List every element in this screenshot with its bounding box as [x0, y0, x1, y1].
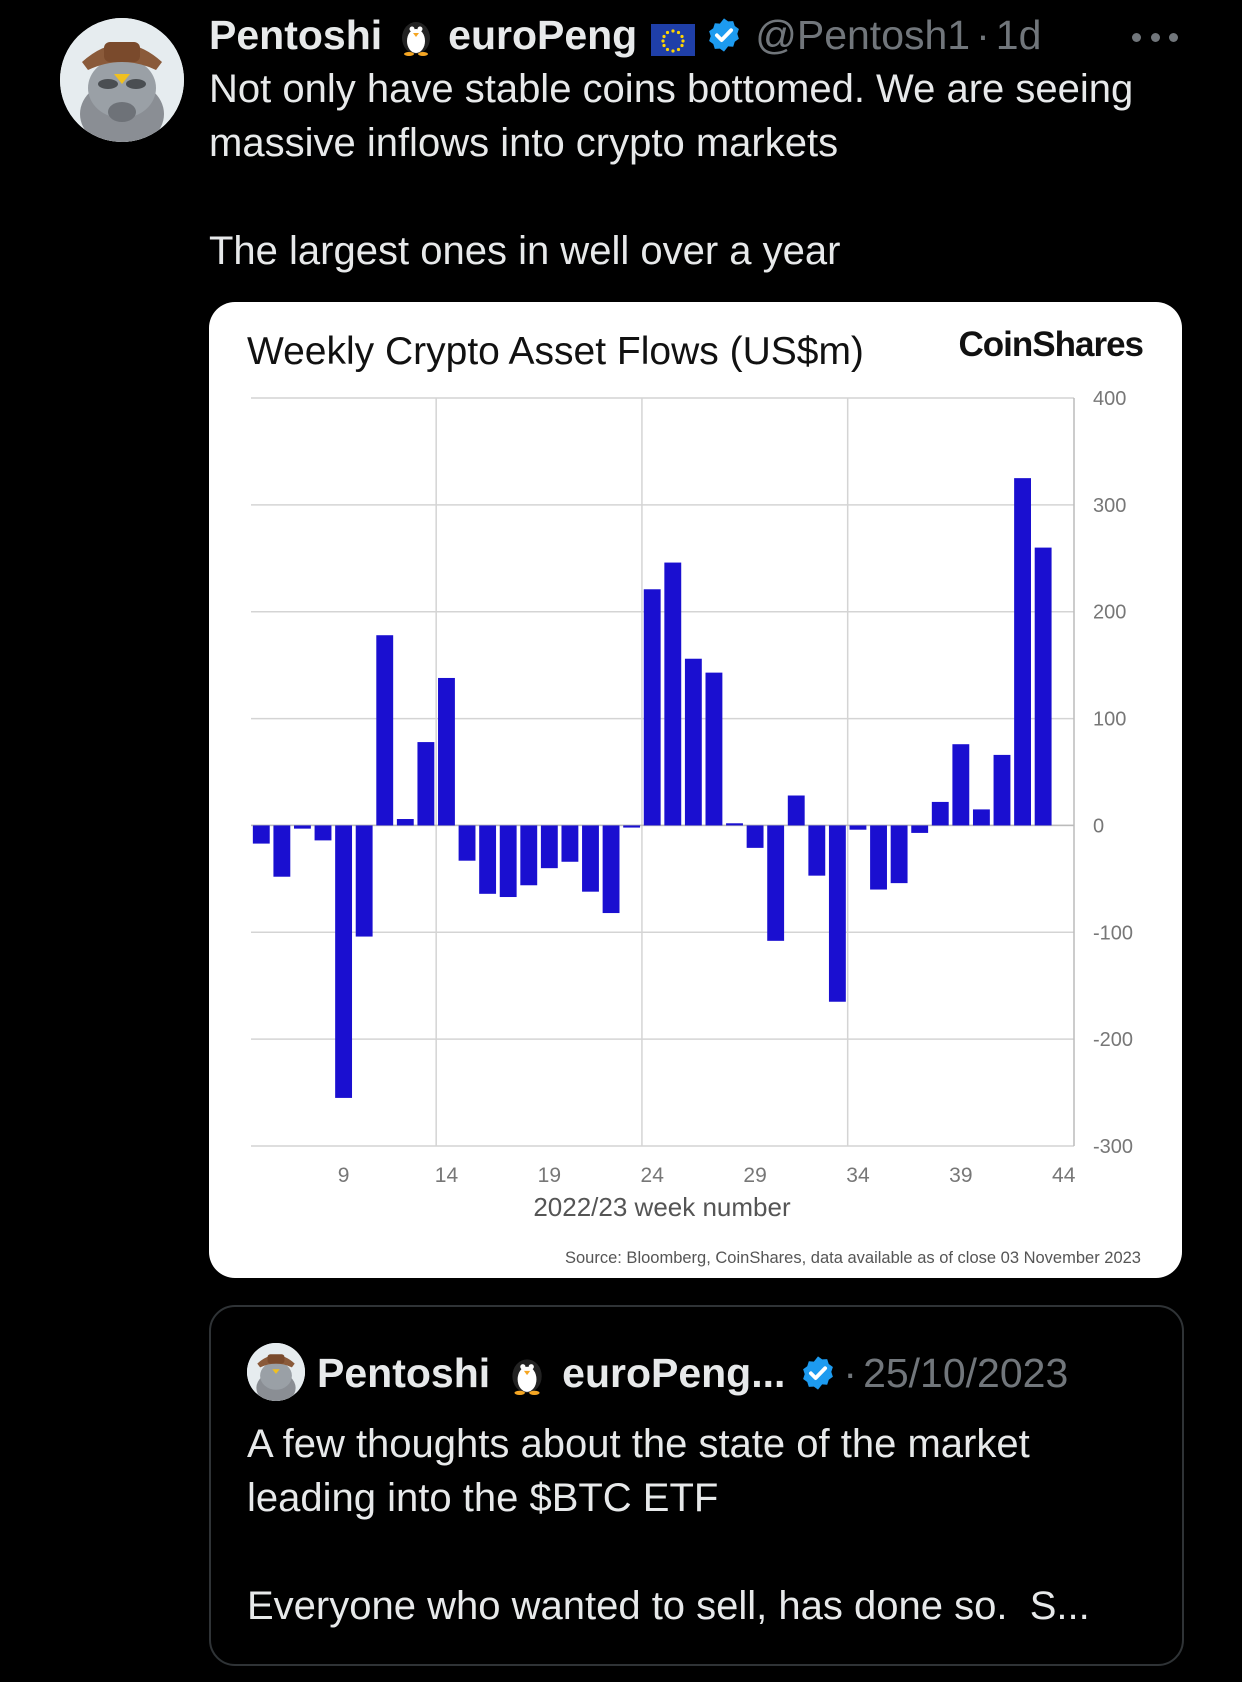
- bar-week-36: [890, 825, 908, 884]
- avatar-image: [60, 18, 184, 142]
- quoted-name-suffix: euroPeng...: [562, 1349, 786, 1396]
- bar-week-17: [499, 825, 517, 898]
- y-tick-label: 100: [1093, 709, 1126, 731]
- y-tick-label: -100: [1093, 922, 1133, 944]
- chart-grid: [251, 397, 1075, 1147]
- bar-week-8: [314, 825, 332, 841]
- bar-week-34: [849, 825, 867, 830]
- bar-week-32: [808, 825, 826, 876]
- y-tick-label: 300: [1093, 495, 1126, 517]
- verified-badge-icon: [799, 1354, 837, 1392]
- bar-week-26: [684, 658, 702, 826]
- bar-week-20: [561, 825, 579, 862]
- x-tick-label: 39: [949, 1164, 972, 1187]
- more-options-icon[interactable]: [1132, 22, 1178, 52]
- y-tick-label: 400: [1093, 388, 1126, 410]
- x-axis-title: 2022/23 week number: [533, 1192, 791, 1222]
- chart-bars: [252, 478, 1052, 1098]
- flows-chart: Weekly Crypto Asset Flows (US$m) CoinSha…: [247, 325, 1145, 1267]
- bar-week-28: [726, 823, 743, 826]
- bar-week-19: [540, 825, 558, 869]
- quoted-separator: ·: [843, 1349, 858, 1396]
- display-name[interactable]: Pentoshi: [209, 11, 383, 58]
- avatar[interactable]: [60, 18, 184, 142]
- x-tick-label: 14: [435, 1164, 459, 1187]
- bar-week-10: [355, 825, 373, 937]
- brand-logo: CoinShares: [959, 325, 1144, 364]
- tweet-header: Pentoshi euroPeng @Pentosh1 · 1d: [209, 10, 1089, 60]
- bar-week-11: [376, 635, 394, 826]
- x-tick-label: 19: [538, 1164, 561, 1187]
- quoted-avatar-image: [247, 1343, 305, 1401]
- penguin-emoji-icon: [504, 1351, 548, 1395]
- bar-week-12: [396, 819, 414, 826]
- name-suffix[interactable]: euroPeng: [448, 11, 638, 58]
- y-tick-label: 200: [1093, 602, 1126, 624]
- bar-week-16: [479, 825, 497, 894]
- bar-week-35: [870, 825, 887, 890]
- eu-flag-icon: [651, 19, 696, 56]
- bar-week-29: [746, 825, 764, 848]
- bar-week-6: [273, 825, 291, 877]
- bar-week-31: [787, 795, 805, 826]
- bar-week-18: [520, 825, 538, 886]
- x-tick-label: 44: [1052, 1164, 1076, 1187]
- bar-week-27: [705, 672, 723, 826]
- tweet-text: Not only have stable coins bottomed. We …: [209, 67, 1134, 273]
- x-tick-label: 9: [338, 1164, 350, 1187]
- bar-week-5: [252, 825, 270, 844]
- separator: ·: [976, 11, 990, 58]
- chart-title: Weekly Crypto Asset Flows (US$m): [247, 330, 864, 373]
- quoted-text: A few thoughts about the state of the ma…: [247, 1422, 1090, 1628]
- bar-week-23: [623, 825, 641, 828]
- bar-week-7: [294, 825, 311, 829]
- x-tick-label: 34: [846, 1164, 870, 1187]
- y-tick-label: -200: [1093, 1029, 1133, 1051]
- bar-week-13: [417, 742, 435, 826]
- quoted-avatar[interactable]: [247, 1343, 305, 1401]
- bar-week-15: [458, 825, 476, 861]
- timestamp[interactable]: 1d: [995, 11, 1042, 58]
- quoted-display-name: Pentoshi: [317, 1349, 491, 1396]
- bar-week-42: [1014, 478, 1031, 826]
- bar-week-30: [767, 825, 785, 941]
- y-tick-label: -300: [1093, 1136, 1133, 1158]
- quoted-header: Pentoshi euroPeng... · 25/10/2023: [317, 1345, 1157, 1401]
- x-axis-labels: 9 14 19 24 29 34 39 44: [338, 1164, 1076, 1187]
- y-axis-labels: 400 300 200 100 0 -100 -200 -300: [1093, 388, 1133, 1158]
- bar-week-40: [972, 809, 990, 826]
- bar-week-41: [993, 754, 1011, 826]
- x-tick-label: 24: [641, 1164, 665, 1187]
- tweet-media-image[interactable]: Weekly Crypto Asset Flows (US$m) CoinSha…: [209, 302, 1182, 1278]
- quoted-date: 25/10/2023: [863, 1349, 1069, 1396]
- handle[interactable]: @Pentosh1: [755, 11, 971, 58]
- bar-week-37: [911, 825, 929, 833]
- bar-week-21: [582, 825, 599, 892]
- bar-week-33: [828, 825, 846, 1002]
- penguin-emoji-icon: [394, 14, 436, 56]
- bar-week-25: [664, 562, 682, 826]
- quoted-tweet[interactable]: Pentoshi euroPeng... · 25/10/2023 A few …: [209, 1305, 1184, 1666]
- bar-week-38: [931, 801, 949, 826]
- bar-week-22: [602, 825, 620, 914]
- bar-week-14: [438, 677, 455, 826]
- bar-week-39: [952, 744, 970, 826]
- x-tick-label: 29: [743, 1164, 766, 1187]
- bar-week-9: [335, 825, 353, 1098]
- verified-badge-icon[interactable]: [705, 16, 743, 54]
- chart-source: Source: Bloomberg, CoinShares, data avai…: [565, 1249, 1141, 1267]
- bar-week-43: [1034, 547, 1052, 826]
- y-tick-label: 0: [1093, 815, 1104, 837]
- bar-week-24: [643, 589, 661, 826]
